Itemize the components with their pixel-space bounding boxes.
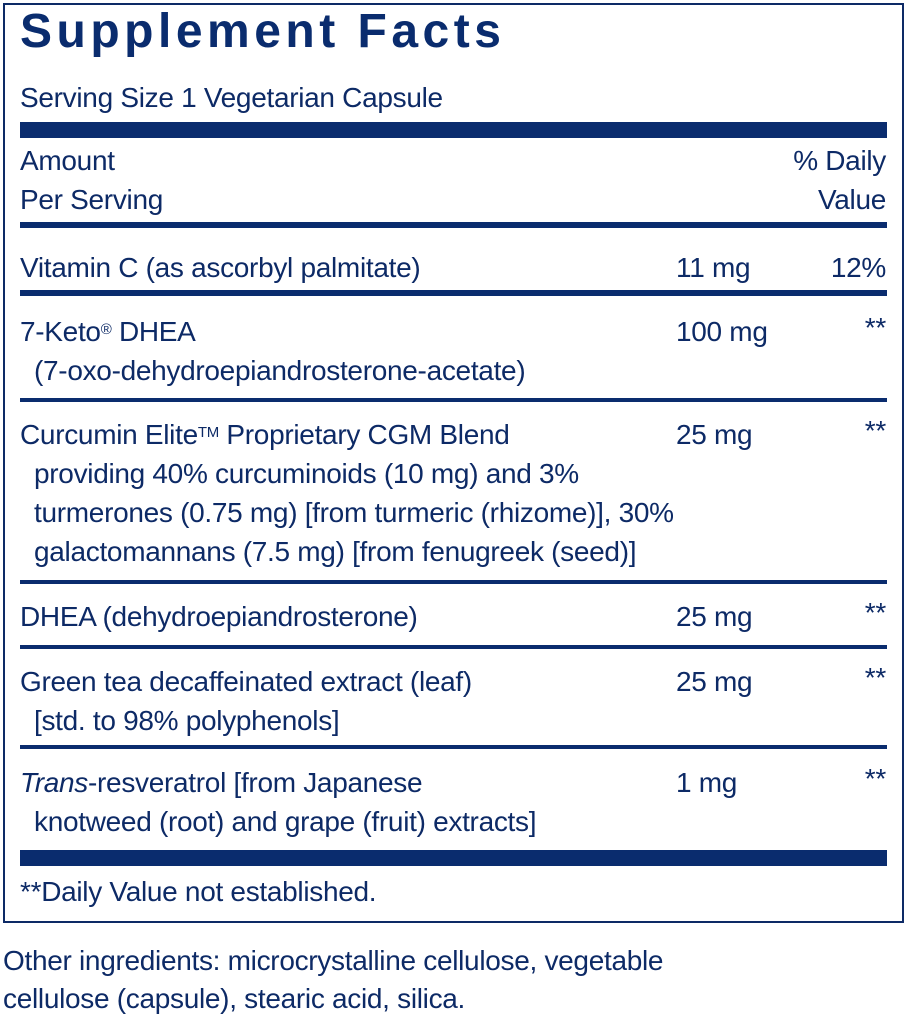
ingredient-amount: 25 mg xyxy=(676,601,753,632)
ingredient-dv: ** xyxy=(864,763,887,794)
footnote: **Daily Value not established. xyxy=(20,876,377,907)
name-part: Curcumin Elite xyxy=(20,419,198,450)
divider xyxy=(20,645,887,649)
divider xyxy=(20,745,887,749)
ingredient-detail: knotweed (root) and grape (fruit) extrac… xyxy=(34,806,537,837)
header-amount: Amount xyxy=(20,145,115,176)
ingredient-dv: ** xyxy=(864,312,887,343)
ingredient-name: Trans-resveratrol [from Japanese xyxy=(20,763,423,802)
ingredient-amount: 25 mg xyxy=(676,419,753,450)
ingredient-name: Green tea decaffeinated extract (leaf) xyxy=(20,666,472,697)
divider-thick xyxy=(20,850,887,866)
ingredient-name: Curcumin EliteTM Proprietary CGM Blend xyxy=(20,415,510,454)
ingredient-detail: [std. to 98% polyphenols] xyxy=(34,705,340,736)
divider xyxy=(20,398,887,402)
name-part: -resveratrol [from Japanese xyxy=(88,767,423,798)
trademark: TM xyxy=(197,424,219,441)
divider-thick xyxy=(20,122,887,138)
ingredient-name: DHEA (dehydroepiandrosterone) xyxy=(20,601,418,632)
ingredient-amount: 1 mg xyxy=(676,767,738,798)
ingredient-detail: turmerones (0.75 mg) [from turmeric (rhi… xyxy=(34,497,674,528)
serving-size: Serving Size 1 Vegetarian Capsule xyxy=(20,82,443,113)
other-ingredients: Other ingredients: microcrystalline cell… xyxy=(3,945,664,976)
ingredient-amount: 11 mg xyxy=(676,252,751,283)
divider xyxy=(20,580,887,584)
header-per-serving: Per Serving xyxy=(20,184,163,215)
ingredient-dv: ** xyxy=(864,597,887,628)
ingredient-detail: galactomannans (7.5 mg) [from fenugreek … xyxy=(34,536,637,567)
ingredient-amount: 100 mg xyxy=(676,316,768,347)
ingredient-name: 7-Keto® DHEA xyxy=(20,312,196,351)
ingredient-dv: 12% xyxy=(830,252,886,283)
ingredient-name: Vitamin C (as ascorbyl palmitate) xyxy=(20,252,421,283)
header-daily: % Daily xyxy=(793,145,886,176)
name-part: Trans xyxy=(20,767,88,798)
facts-panel-border xyxy=(3,3,904,923)
name-part: DHEA xyxy=(111,316,196,347)
ingredient-detail: (7-oxo-dehydroepiandrosterone-acetate) xyxy=(34,355,526,386)
other-ingredients: cellulose (capsule), stearic acid, silic… xyxy=(3,983,466,1014)
ingredient-detail: providing 40% curcuminoids (10 mg) and 3… xyxy=(34,458,579,489)
ingredient-dv: ** xyxy=(864,662,887,693)
ingredient-dv: ** xyxy=(864,415,887,446)
header-value: Value xyxy=(817,184,886,215)
ingredient-amount: 25 mg xyxy=(676,666,753,697)
registered-mark: ® xyxy=(100,321,112,338)
divider xyxy=(20,222,887,228)
name-part: Proprietary CGM Blend xyxy=(218,419,510,450)
divider xyxy=(20,290,887,296)
name-part: 7-Keto xyxy=(20,316,101,347)
panel-title: Supplement Facts xyxy=(20,5,506,58)
